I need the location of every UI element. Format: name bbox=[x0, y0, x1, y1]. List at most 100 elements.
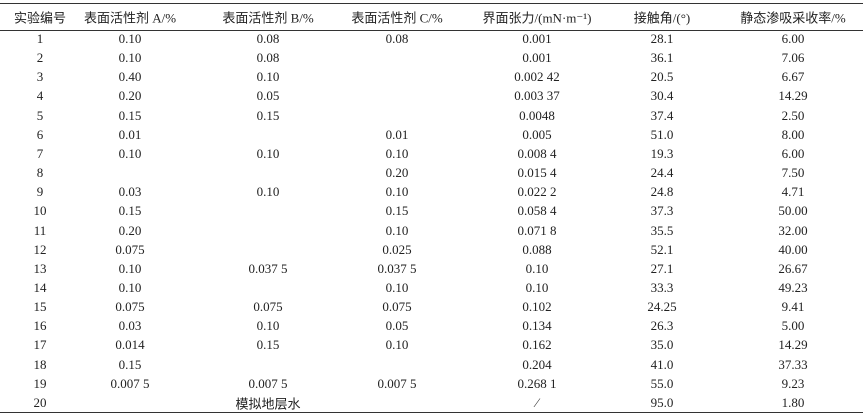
table-cell: 14.29 bbox=[778, 88, 808, 104]
table-cell: 0.08 bbox=[256, 50, 280, 66]
table-cell: 6 bbox=[36, 126, 44, 142]
table-cell: 0.10 bbox=[525, 260, 549, 276]
table-cell: 0.01 bbox=[385, 126, 409, 142]
table-cell: 0.15 bbox=[385, 203, 409, 219]
table-cell: 0.10 bbox=[256, 69, 280, 85]
table-cell: 15 bbox=[33, 299, 47, 315]
table-cell: 27.1 bbox=[650, 260, 674, 276]
table-cell: 4.71 bbox=[781, 184, 805, 200]
table-cell: 13 bbox=[33, 260, 47, 276]
table-cell: 0.10 bbox=[385, 337, 409, 353]
table-cell: 28.1 bbox=[650, 31, 674, 46]
table-cell: 20 bbox=[33, 394, 47, 410]
table-cell: 0.0048 bbox=[519, 107, 555, 123]
table-cell: 30.4 bbox=[650, 88, 674, 104]
table-cell: 8.00 bbox=[781, 126, 805, 142]
table-cell: 14.29 bbox=[778, 337, 808, 353]
table-cell: 18 bbox=[33, 356, 47, 372]
table-cell: 8 bbox=[36, 165, 44, 181]
table-cell: 0.15 bbox=[256, 337, 280, 353]
table-cell: 7.50 bbox=[781, 165, 805, 181]
table-cell: 0.075 bbox=[115, 299, 145, 315]
table-cell: 0.014 bbox=[115, 337, 145, 353]
table-cell: 6.00 bbox=[781, 145, 805, 161]
table-cell: 5.00 bbox=[781, 318, 805, 334]
table-cell: 0.005 bbox=[522, 126, 552, 142]
table-cell: 0.01 bbox=[118, 126, 142, 142]
table-cell: 0.10 bbox=[118, 145, 142, 161]
table-cell: 9.23 bbox=[781, 375, 805, 391]
table-cell: 0.015 4 bbox=[517, 165, 557, 181]
table-cell: 0.10 bbox=[385, 145, 409, 161]
table-cell: 32.00 bbox=[778, 222, 808, 238]
header-cell: 接触角/(°) bbox=[633, 10, 691, 26]
header-cell: 静态渗吸采收率/% bbox=[740, 10, 846, 26]
table-cell: 14 bbox=[33, 279, 47, 295]
table-cell: 0.10 bbox=[118, 50, 142, 66]
table-cell: 0.05 bbox=[385, 318, 409, 334]
table-cell: 0.15 bbox=[118, 107, 142, 123]
table-cell: 0.037 5 bbox=[377, 260, 417, 276]
table-cell: 0.075 bbox=[115, 241, 145, 257]
table-cell: 35.5 bbox=[650, 222, 674, 238]
table-cell: 0.162 bbox=[522, 337, 552, 353]
table-cell: 9.41 bbox=[781, 299, 805, 315]
table-cell: 0.007 5 bbox=[110, 375, 150, 391]
table-cell: 9 bbox=[36, 184, 44, 200]
table-cell: 0.20 bbox=[118, 88, 142, 104]
header-cell: 表面活性剂 C/% bbox=[351, 10, 443, 26]
table-cell: 26.67 bbox=[778, 260, 808, 276]
table-cell: 6.67 bbox=[781, 69, 805, 85]
table-cell: 0.022 2 bbox=[517, 184, 557, 200]
table-cell: 4 bbox=[36, 88, 44, 104]
table-cell: 0.03 bbox=[118, 184, 142, 200]
table-cell: 0.008 4 bbox=[517, 145, 557, 161]
table-cell: 19.3 bbox=[650, 145, 674, 161]
table-cell: 0.40 bbox=[118, 69, 142, 85]
table-cell: 7 bbox=[36, 145, 44, 161]
table-cell: 0.15 bbox=[118, 356, 142, 372]
table-cell: 55.0 bbox=[650, 375, 674, 391]
table-cell: 24.4 bbox=[650, 165, 674, 181]
table-cell: 6.00 bbox=[781, 31, 805, 46]
table-cell: 7.06 bbox=[781, 50, 805, 66]
table-cell: ⁄ bbox=[535, 394, 539, 410]
table-cell: 24.8 bbox=[650, 184, 674, 200]
table-cell: 0.10 bbox=[118, 279, 142, 295]
table-cell: 35.0 bbox=[650, 337, 674, 353]
table-cell: 2 bbox=[36, 50, 44, 66]
table-cell: 1.80 bbox=[781, 394, 805, 410]
table-cell: 19 bbox=[33, 375, 47, 391]
table-cell: 0.10 bbox=[385, 279, 409, 295]
table-cell: 2.50 bbox=[781, 107, 805, 123]
table-cell: 37.4 bbox=[650, 107, 674, 123]
table-cell: 0.20 bbox=[118, 222, 142, 238]
table-cell: 3 bbox=[36, 69, 44, 85]
table-cell: 0.15 bbox=[256, 107, 280, 123]
table-cell: 51.0 bbox=[650, 126, 674, 142]
table-cell: 0.268 1 bbox=[517, 375, 557, 391]
table-cell: 16 bbox=[33, 318, 47, 334]
table-cell: 0.10 bbox=[256, 145, 280, 161]
table-cell: 0.20 bbox=[385, 165, 409, 181]
header-cell: 表面活性剂 B/% bbox=[222, 10, 314, 26]
table-cell: 0.15 bbox=[118, 203, 142, 219]
table-cell: 0.001 bbox=[522, 50, 552, 66]
table-cell: 11 bbox=[33, 222, 47, 238]
table-cell: 40.00 bbox=[778, 241, 808, 257]
table-cell: 0.037 5 bbox=[248, 260, 288, 276]
table-cell: 0.075 bbox=[253, 299, 283, 315]
table-cell: 49.23 bbox=[778, 279, 808, 295]
table-cell: 0.10 bbox=[118, 31, 142, 46]
table-cell: 36.1 bbox=[650, 50, 674, 66]
table-cell: 26.3 bbox=[650, 318, 674, 334]
table-cell: 0.10 bbox=[256, 184, 280, 200]
header-cell: 界面张力/(mN·m⁻¹) bbox=[482, 10, 592, 26]
table-cell: 33.3 bbox=[650, 279, 674, 295]
table-cell: 0.10 bbox=[256, 318, 280, 334]
table-cell: 0.007 5 bbox=[377, 375, 417, 391]
table-cell: 模拟地层水 bbox=[235, 396, 301, 412]
table-cell: 50.00 bbox=[778, 203, 808, 219]
table-cell: 52.1 bbox=[650, 241, 674, 257]
table-cell: 20.5 bbox=[650, 69, 674, 85]
